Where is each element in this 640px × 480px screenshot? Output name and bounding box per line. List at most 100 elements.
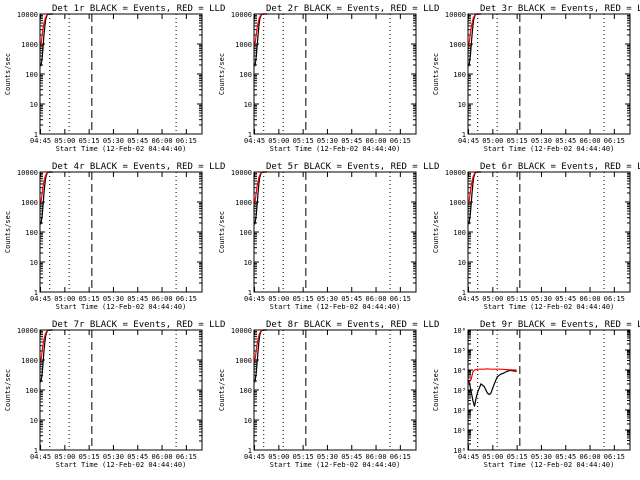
x-tick-label: 06:15 xyxy=(176,137,197,145)
y-tick-label: 100 xyxy=(239,387,252,395)
x-tick-label: 06:00 xyxy=(580,295,601,303)
x-tick-label: 04:45 xyxy=(30,137,51,145)
x-tick-label: 05:15 xyxy=(293,295,314,303)
y-tick-label: 10000 xyxy=(17,169,38,177)
x-tick-label: 05:45 xyxy=(341,137,362,145)
events-series-line xyxy=(40,13,53,67)
x-axis-label: Start Time (12-Feb-02 04:44:40) xyxy=(56,303,187,311)
x-tick-label: 05:45 xyxy=(555,453,576,461)
detector-panel-9: Det 9r BLACK = Events, RED = LLD Counts/s… xyxy=(432,320,640,469)
y-tick-label: 1000 xyxy=(21,41,38,49)
x-tick-label: 05:45 xyxy=(555,137,576,145)
y-axis-label: Counts/sec xyxy=(218,53,226,95)
y-tick-label: 100 xyxy=(453,229,466,237)
detector-panel-7: Det 7r BLACK = Events, RED = LLD Counts/s… xyxy=(4,320,225,469)
x-tick-label: 06:15 xyxy=(604,137,625,145)
detector-panel-6: Det 6r BLACK = Events, RED = LLD Counts/s… xyxy=(432,162,640,311)
y-tick-label: 10000 xyxy=(445,169,466,177)
x-tick-label: 05:30 xyxy=(103,137,124,145)
events-series-line xyxy=(40,171,53,225)
y-axis-label: Counts/sec xyxy=(4,211,12,253)
y-tick-label: 100 xyxy=(239,71,252,79)
y-tick-label: 1 xyxy=(248,131,252,139)
x-tick-label: 05:15 xyxy=(507,137,528,145)
y-tick-label: 10 xyxy=(244,417,252,425)
panel-title: Det 6r BLACK = Events, RED = LLD xyxy=(480,162,640,172)
y-axis-label: Counts/sec xyxy=(432,211,440,253)
y-tick-label: 1000 xyxy=(235,41,252,49)
y-tick-label: 1 xyxy=(34,447,38,455)
x-tick-label: 05:30 xyxy=(103,453,124,461)
y-tick-label: 10000 xyxy=(17,327,38,335)
panel-title: Det 3r BLACK = Events, RED = LLD xyxy=(480,4,640,14)
y-tick-label: 10⁰ xyxy=(453,447,466,455)
lld-series-line xyxy=(468,368,517,383)
x-tick-label: 05:30 xyxy=(531,137,552,145)
y-tick-label: 1 xyxy=(462,131,466,139)
x-tick-label: 05:30 xyxy=(317,453,338,461)
x-tick-label: 05:30 xyxy=(531,295,552,303)
panel-title: Det 8r BLACK = Events, RED = LLD xyxy=(266,320,439,330)
panel-title: Det 1r BLACK = Events, RED = LLD xyxy=(52,4,225,14)
y-tick-label: 100 xyxy=(25,387,38,395)
y-tick-label: 1000 xyxy=(21,199,38,207)
y-tick-label: 10⁶ xyxy=(453,327,466,335)
y-tick-label: 10000 xyxy=(231,327,252,335)
y-tick-label: 1000 xyxy=(235,199,252,207)
y-tick-label: 1000 xyxy=(449,41,466,49)
y-tick-label: 100 xyxy=(25,71,38,79)
x-tick-label: 05:45 xyxy=(127,453,148,461)
y-axis-label: Counts/sec xyxy=(4,53,12,95)
x-axis-label: Start Time (12-Feb-02 04:44:40) xyxy=(270,303,401,311)
y-axis-label: Counts/sec xyxy=(218,211,226,253)
y-axis-label: Counts/sec xyxy=(432,53,440,95)
x-tick-label: 06:15 xyxy=(176,295,197,303)
plot-frame xyxy=(467,13,631,135)
x-tick-label: 06:15 xyxy=(390,295,411,303)
x-tick-label: 05:45 xyxy=(127,295,148,303)
x-tick-label: 06:00 xyxy=(366,295,387,303)
y-tick-label: 10 xyxy=(458,259,466,267)
x-tick-label: 06:15 xyxy=(604,453,625,461)
x-tick-label: 04:45 xyxy=(458,295,479,303)
y-tick-label: 1 xyxy=(462,289,466,297)
panel-title: Det 9r BLACK = Events, RED = LLD xyxy=(480,320,640,330)
x-tick-label: 05:15 xyxy=(79,295,100,303)
x-tick-label: 05:15 xyxy=(293,137,314,145)
x-tick-label: 06:15 xyxy=(390,453,411,461)
x-tick-label: 05:30 xyxy=(317,295,338,303)
x-tick-label: 06:00 xyxy=(152,295,173,303)
y-tick-label: 10² xyxy=(453,407,466,415)
y-tick-label: 10000 xyxy=(231,169,252,177)
x-tick-label: 06:00 xyxy=(580,137,601,145)
panel-title: Det 5r BLACK = Events, RED = LLD xyxy=(266,162,439,172)
panel-title: Det 7r BLACK = Events, RED = LLD xyxy=(52,320,225,330)
events-series-line xyxy=(254,171,267,225)
detector-panel-2: Det 2r BLACK = Events, RED = LLD Counts/s… xyxy=(218,4,439,153)
plot-frame xyxy=(39,13,203,135)
events-series-line xyxy=(468,369,517,407)
x-axis-label: Start Time (12-Feb-02 04:44:40) xyxy=(56,145,187,153)
y-tick-label: 100 xyxy=(25,229,38,237)
x-tick-label: 05:45 xyxy=(341,295,362,303)
x-tick-label: 04:45 xyxy=(458,137,479,145)
x-tick-label: 06:15 xyxy=(604,295,625,303)
x-tick-label: 05:45 xyxy=(555,295,576,303)
detector-panel-1: Det 1r BLACK = Events, RED = LLD Counts/s… xyxy=(4,4,225,153)
y-tick-label: 10000 xyxy=(17,11,38,19)
events-series-line xyxy=(468,13,481,67)
y-tick-label: 10¹ xyxy=(453,427,466,435)
x-axis-label: Start Time (12-Feb-02 04:44:40) xyxy=(56,461,187,469)
events-series-line xyxy=(254,329,267,383)
y-tick-label: 10 xyxy=(244,101,252,109)
y-axis-label: Counts/sec xyxy=(218,369,226,411)
y-tick-label: 1000 xyxy=(21,357,38,365)
plot-frame xyxy=(253,13,417,135)
detector-panel-8: Det 8r BLACK = Events, RED = LLD Counts/s… xyxy=(218,320,439,469)
plot-frame xyxy=(39,329,203,451)
events-series-line xyxy=(468,171,481,225)
x-tick-label: 05:00 xyxy=(482,295,503,303)
x-tick-label: 05:45 xyxy=(341,453,362,461)
x-axis-label: Start Time (12-Feb-02 04:44:40) xyxy=(270,461,401,469)
